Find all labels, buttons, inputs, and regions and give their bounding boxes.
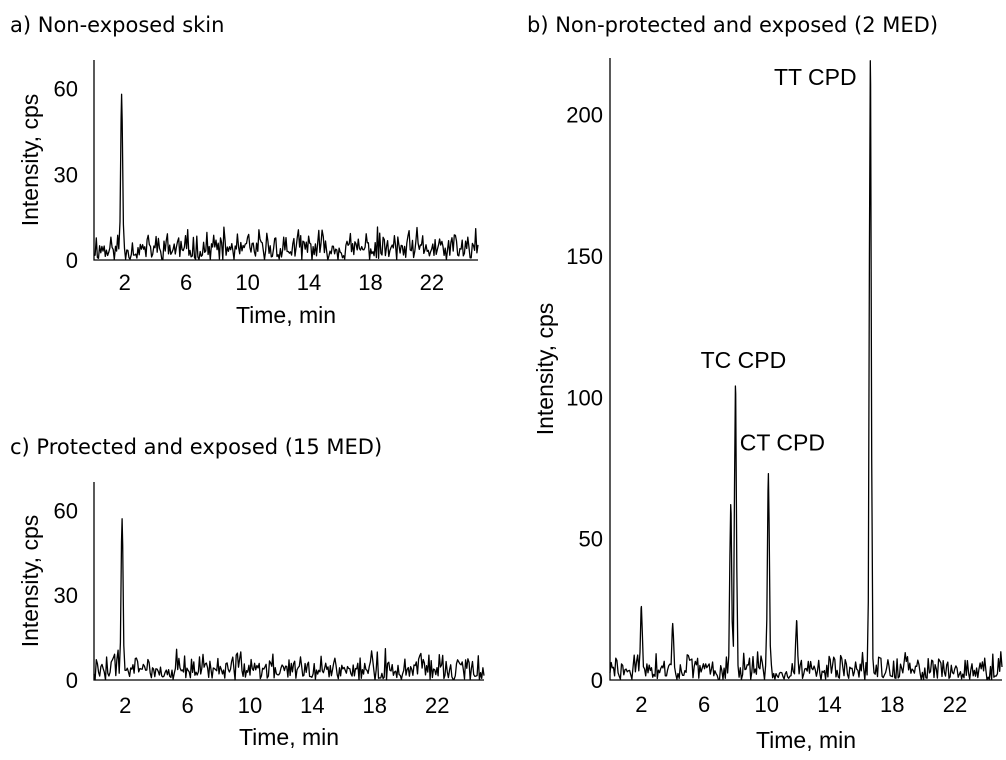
panel-c-ytick-label: 0 xyxy=(66,668,78,693)
panel-a-ytick-label: 60 xyxy=(54,77,78,102)
panel-c-xtick-label: 10 xyxy=(238,693,262,718)
panel-b-xtick-label: 14 xyxy=(817,692,841,717)
panel-c-title: c) Protected and exposed (15 MED) xyxy=(10,435,382,459)
panel-c-xticks: 2 6 10 14 18 22 xyxy=(119,693,449,718)
panel-c-ylabel: Intensity, cps xyxy=(17,515,43,648)
panel-a-ylabel: Intensity, cps xyxy=(17,94,43,227)
panel-b-xtick-label: 18 xyxy=(880,692,904,717)
panel-c-xlabel: Time, min xyxy=(239,724,339,750)
panel-b-ytick-label: 150 xyxy=(566,244,603,269)
panel-b-title: b) Non-protected and exposed (2 MED) xyxy=(527,13,938,37)
panel-c: c) Protected and exposed (15 MED) 03060 … xyxy=(10,435,485,750)
panel-a-axes xyxy=(93,60,478,261)
panel-a-ytick-label: 30 xyxy=(54,162,78,187)
panel-a-ytick-label: 0 xyxy=(66,248,78,273)
panel-c-ytick-label: 60 xyxy=(54,498,78,523)
peak-annotation: CT CPD xyxy=(740,430,825,456)
panel-a-xtick-label: 2 xyxy=(119,270,131,295)
panel-c-xtick-label: 18 xyxy=(363,693,387,718)
panel-b-axes xyxy=(609,58,1002,681)
panel-a-trace xyxy=(93,93,479,261)
panel-a-xtick-label: 22 xyxy=(420,270,444,295)
panel-b-xticks: 2 6 10 14 18 22 xyxy=(635,692,967,717)
panel-b-yticks: 0 50 100 150 200 xyxy=(566,103,603,693)
panel-b-ytick-label: 100 xyxy=(566,385,603,410)
panel-a-xlabel: Time, min xyxy=(236,302,336,328)
panel-a-xticks: 2 6 10 14 18 22 xyxy=(119,270,445,295)
panel-a-xtick-label: 10 xyxy=(235,270,259,295)
panel-a-xtick-label: 14 xyxy=(297,270,321,295)
panel-c-yticks: 0 30 60 xyxy=(54,498,78,693)
panel-a-xtick-label: 6 xyxy=(180,270,192,295)
panel-a-yticks: 0 30 60 xyxy=(54,77,78,273)
panel-b-xtick-label: 6 xyxy=(698,692,710,717)
panel-b-xtick-label: 2 xyxy=(635,692,647,717)
panel-b-xlabel: Time, min xyxy=(756,727,856,753)
panel-c-xtick-label: 14 xyxy=(300,693,324,718)
panel-c-xtick-label: 6 xyxy=(181,693,193,718)
panel-a: a) Non-exposed skin 0 30 60 2 6 10 14 18 22 Tim… xyxy=(10,13,479,328)
panel-b-xtick-label: 22 xyxy=(943,692,967,717)
peak-annotation: TC CPD xyxy=(701,347,787,373)
panel-a-title: a) Non-exposed skin xyxy=(10,13,224,37)
panel-b-ytick-label: 200 xyxy=(566,103,603,128)
panel-b-ytick-label: 0 xyxy=(591,668,603,693)
panel-b: b) Non-protected and exposed (2 MED) 0 50… xyxy=(527,13,1003,753)
panel-b-trace xyxy=(609,60,1003,681)
panel-c-xtick-label: 22 xyxy=(425,693,449,718)
panel-a-xtick-label: 18 xyxy=(358,270,382,295)
panel-c-xtick-label: 2 xyxy=(119,693,131,718)
panel-c-ytick-label: 30 xyxy=(54,583,78,608)
panel-b-ytick-label: 50 xyxy=(579,527,603,552)
panel-c-axes xyxy=(93,482,484,681)
panel-b-ylabel: Intensity, cps xyxy=(532,303,558,436)
panel-b-xtick-label: 10 xyxy=(755,692,779,717)
peak-annotation: TT CPD xyxy=(774,64,857,90)
panel-b-annotations: TC CPD CT CPD TT CPD xyxy=(701,64,857,456)
panel-c-trace xyxy=(93,518,485,681)
